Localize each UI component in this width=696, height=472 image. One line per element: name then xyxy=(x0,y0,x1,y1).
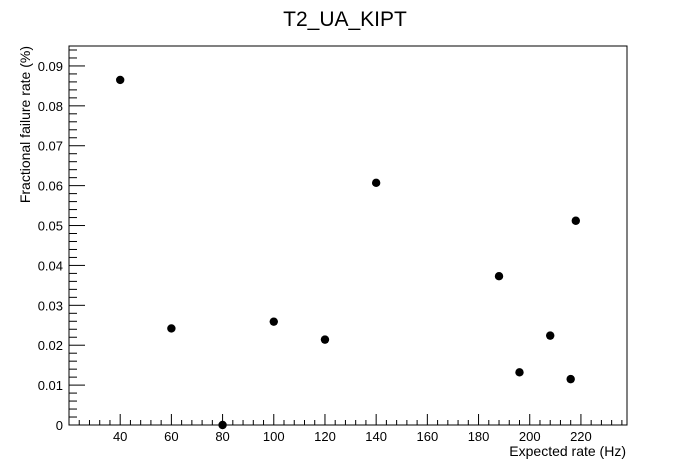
x-tick-label: 40 xyxy=(113,429,127,444)
y-tick-label: 0.02 xyxy=(38,338,63,353)
axis-ticks xyxy=(68,49,623,426)
data-point xyxy=(115,75,125,85)
y-tick-label: 0.01 xyxy=(38,378,63,393)
data-point xyxy=(566,374,575,384)
y-tick-label: 0.04 xyxy=(38,258,63,273)
y-tick-label: 0.09 xyxy=(38,59,63,74)
data-point xyxy=(167,324,176,333)
x-tick-label: 140 xyxy=(365,429,387,444)
data-point xyxy=(571,216,581,225)
tick-labels: 40 60 80 100 120 140 160 180 200 220 0 0.01 0.02 0.03… xyxy=(38,59,592,444)
data-point xyxy=(320,335,330,344)
y-tick-label: 0.05 xyxy=(38,219,63,234)
x-axis-title: Expected rate (Hz) xyxy=(509,443,626,459)
x-tick-label: 200 xyxy=(519,429,541,444)
x-tick-label: 160 xyxy=(416,429,438,444)
y-tick-label: 0.07 xyxy=(38,139,63,154)
y-tick-label: 0 xyxy=(56,418,63,433)
data-point xyxy=(371,178,381,188)
x-tick-label: 100 xyxy=(263,429,285,444)
data-point xyxy=(515,368,524,377)
data-point xyxy=(269,317,278,326)
y-tick-label: 0.06 xyxy=(38,179,63,194)
x-tick-label: 120 xyxy=(314,429,336,444)
x-tick-label: 220 xyxy=(570,429,592,444)
y-tick-label: 0.03 xyxy=(38,298,63,313)
y-tick-label: 0.08 xyxy=(38,99,63,114)
data-point xyxy=(494,271,504,281)
chart-title: T2_UA_KIPT xyxy=(283,8,407,31)
plot-frame xyxy=(68,45,628,426)
data-point xyxy=(218,420,227,430)
x-tick-label: 180 xyxy=(468,429,490,444)
x-tick-label: 80 xyxy=(215,429,229,444)
data-points xyxy=(115,75,581,430)
data-point xyxy=(546,331,555,340)
y-axis-title: Fractional failure rate (%) xyxy=(17,46,33,203)
x-tick-label: 60 xyxy=(164,429,178,444)
